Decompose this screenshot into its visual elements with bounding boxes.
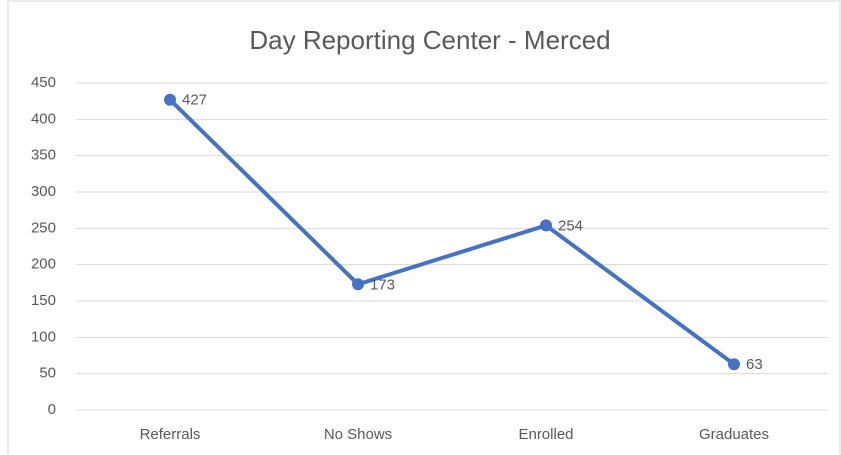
y-tick-label: 400	[31, 110, 56, 127]
y-tick-label: 350	[31, 147, 56, 164]
data-label: 63	[746, 356, 763, 373]
x-tick-label: Graduates	[699, 426, 769, 443]
y-tick-label: 300	[31, 183, 56, 200]
y-tick-label: 250	[31, 219, 56, 236]
y-tick-label: 200	[31, 256, 56, 273]
y-tick-label: 100	[31, 328, 56, 345]
line	[168, 97, 736, 367]
marker	[352, 278, 364, 291]
x-tick-label: Referrals	[140, 426, 201, 443]
data-label: 254	[558, 217, 583, 234]
x-tick-label: No Shows	[324, 426, 392, 443]
marker	[540, 219, 552, 232]
marker	[728, 358, 740, 371]
y-tick-label: 0	[48, 401, 56, 418]
y-tick-label: 450	[31, 74, 56, 91]
y-tick-label: 50	[39, 365, 56, 382]
marker	[164, 93, 176, 106]
x-tick-label: Enrolled	[518, 426, 573, 443]
y-tick-label: 150	[31, 292, 56, 309]
data-label: 173	[370, 276, 395, 293]
chart-title: Day Reporting Center - Merced	[249, 25, 610, 55]
data-label: 427	[182, 92, 207, 109]
